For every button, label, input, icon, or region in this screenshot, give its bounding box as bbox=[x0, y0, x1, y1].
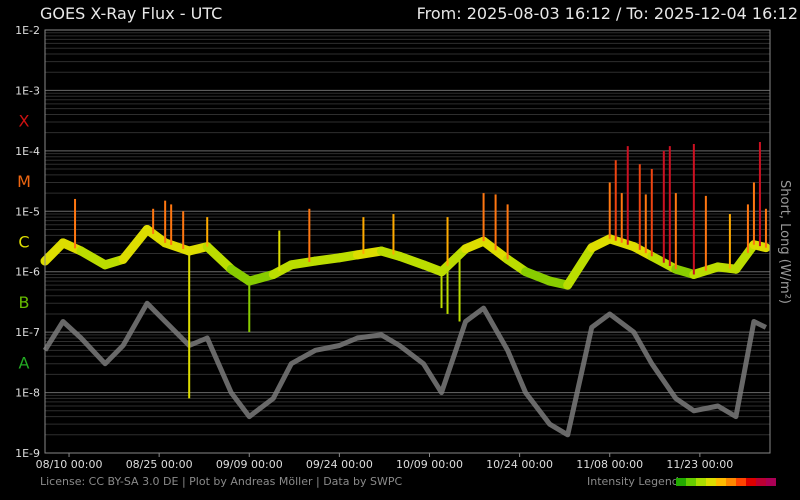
intensity-legend-label: Intensity Legend bbox=[587, 475, 679, 488]
long-series-segment bbox=[76, 246, 110, 270]
flare-class-x: X bbox=[19, 112, 30, 131]
flare-class-m: M bbox=[17, 172, 31, 191]
date-range: From: 2025-08-03 16:12 / To: 2025-12-04 … bbox=[417, 4, 798, 23]
from-label: From: bbox=[416, 4, 462, 23]
x-tick-label: 10/09 00:00 bbox=[396, 458, 463, 471]
y-tick-label: 1E-4 bbox=[15, 145, 40, 158]
legend-swatch bbox=[726, 478, 736, 486]
y-tick-labels: 1E-2 1E-3 1E-4 1E-5 1E-6 1E-7 1E-8 1E-9 bbox=[15, 24, 40, 460]
long-series-segment bbox=[479, 236, 513, 264]
x-tick-labels: 08/10 00:00 08/25 00:00 09/09 00:00 09/24 0… bbox=[36, 453, 733, 471]
intensity-legend-bar bbox=[676, 478, 776, 486]
x-tick-label: 09/09 00:00 bbox=[216, 458, 283, 471]
x-tick-label: 10/24 00:00 bbox=[486, 458, 553, 471]
legend-swatch bbox=[746, 478, 756, 486]
range-separator: / bbox=[616, 4, 622, 23]
y-tick-label: 1E-9 bbox=[15, 447, 40, 460]
y-tick-label: 1E-3 bbox=[15, 84, 40, 97]
chart-grid bbox=[45, 29, 770, 454]
flare-class-a: A bbox=[19, 353, 30, 372]
x-tick-label: 08/10 00:00 bbox=[36, 458, 103, 471]
legend-swatch bbox=[676, 478, 686, 486]
plot-frame bbox=[44, 29, 771, 454]
flare-class-labels: X M C B A bbox=[17, 112, 31, 373]
y-axis-label: Short, Long (W/m²) bbox=[777, 180, 792, 304]
chart-title: GOES X-Ray Flux - UTC bbox=[40, 4, 223, 23]
long-series-segment bbox=[202, 242, 236, 274]
legend-swatch bbox=[716, 478, 726, 486]
from-value: 2025-08-03 16:12 bbox=[466, 4, 611, 23]
x-tick-label: 11/23 00:00 bbox=[666, 458, 733, 471]
flare-class-c: C bbox=[18, 233, 29, 252]
legend-swatch bbox=[706, 478, 716, 486]
flare-peaks bbox=[74, 142, 767, 399]
long-series-segment bbox=[563, 243, 597, 290]
legend-swatch bbox=[686, 478, 696, 486]
long-series-segment bbox=[437, 244, 471, 277]
flare-class-b: B bbox=[19, 293, 30, 312]
short-series-line bbox=[42, 300, 768, 438]
x-tick-label: 09/24 00:00 bbox=[306, 458, 373, 471]
y-tick-label: 1E-2 bbox=[15, 24, 40, 37]
y-tick-label: 1E-7 bbox=[15, 326, 40, 339]
legend-swatch bbox=[766, 478, 776, 486]
series-short bbox=[42, 300, 768, 438]
series-long bbox=[40, 224, 771, 290]
legend-swatch bbox=[756, 478, 766, 486]
to-label: To: bbox=[626, 4, 649, 23]
long-series-segment bbox=[731, 240, 759, 274]
y-tick-label: 1E-8 bbox=[15, 387, 40, 400]
x-tick-label: 08/25 00:00 bbox=[126, 458, 193, 471]
long-series-segment bbox=[118, 224, 152, 264]
legend-swatch bbox=[696, 478, 706, 486]
to-value: 2025-12-04 16:12 bbox=[653, 4, 798, 23]
license-text: License: CC BY-SA 3.0 DE | Plot by Andre… bbox=[40, 475, 403, 488]
x-tick-label: 11/08 00:00 bbox=[576, 458, 643, 471]
chart-axes bbox=[44, 29, 771, 454]
y-tick-label: 1E-5 bbox=[15, 205, 40, 218]
y-tick-label: 1E-6 bbox=[15, 266, 40, 279]
legend-swatch bbox=[736, 478, 746, 486]
